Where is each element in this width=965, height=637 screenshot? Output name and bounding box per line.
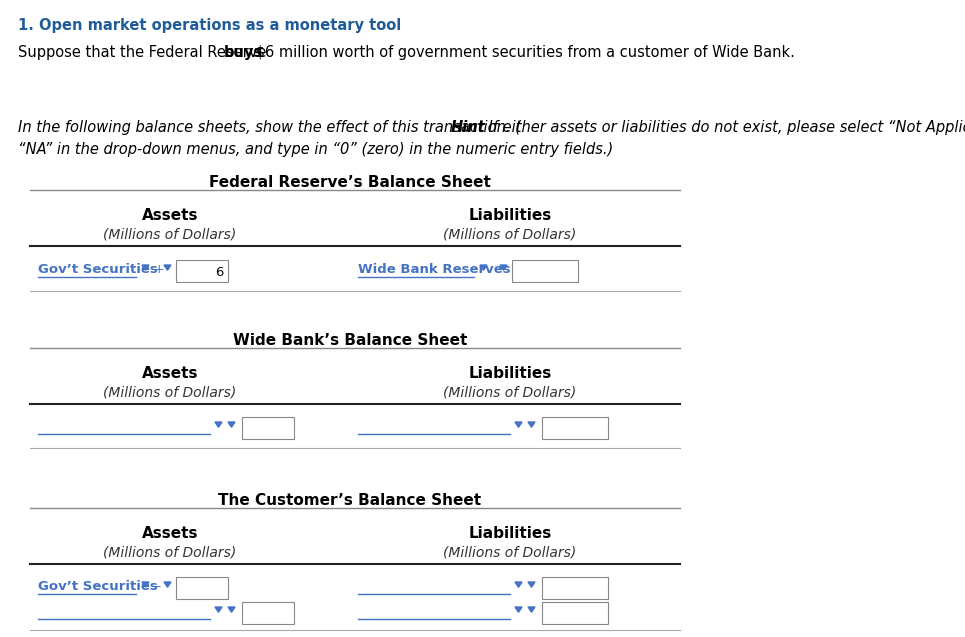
Text: Liabilities: Liabilities <box>468 208 552 223</box>
Bar <box>512 260 578 282</box>
Bar <box>542 602 608 624</box>
Text: $6 million worth of government securities from a customer of Wide Bank.: $6 million worth of government securitie… <box>251 45 795 60</box>
Polygon shape <box>164 265 171 270</box>
Text: Gov’t Securities: Gov’t Securities <box>38 263 157 276</box>
Text: (Millions of Dollars): (Millions of Dollars) <box>103 546 236 560</box>
Text: Gov’t Securities: Gov’t Securities <box>38 580 157 593</box>
Text: (Millions of Dollars): (Millions of Dollars) <box>443 386 577 400</box>
Polygon shape <box>515 582 522 587</box>
Text: Hint: Hint <box>451 120 485 135</box>
Polygon shape <box>215 607 222 612</box>
Bar <box>542 577 608 599</box>
Polygon shape <box>528 422 535 427</box>
Text: Assets: Assets <box>142 208 198 223</box>
Text: Liabilities: Liabilities <box>468 366 552 381</box>
Text: Suppose that the Federal Reserve: Suppose that the Federal Reserve <box>18 45 271 60</box>
Bar <box>542 417 608 439</box>
Text: buys: buys <box>223 45 262 60</box>
Text: Wide Bank’s Balance Sheet: Wide Bank’s Balance Sheet <box>233 333 467 348</box>
Text: Federal Reserve’s Balance Sheet: Federal Reserve’s Balance Sheet <box>209 175 491 190</box>
Text: Wide Bank Reserves: Wide Bank Reserves <box>358 263 510 276</box>
Text: In the following balance sheets, show the effect of this transaction. (: In the following balance sheets, show th… <box>18 120 521 135</box>
Text: “NA” in the drop-down menus, and type in “0” (zero) in the numeric entry fields.: “NA” in the drop-down menus, and type in… <box>18 142 613 157</box>
Polygon shape <box>142 582 149 587</box>
Polygon shape <box>228 607 235 612</box>
Text: Assets: Assets <box>142 526 198 541</box>
Text: Liabilities: Liabilities <box>468 526 552 541</box>
Polygon shape <box>215 422 222 427</box>
Text: (Millions of Dollars): (Millions of Dollars) <box>443 546 577 560</box>
Text: (Millions of Dollars): (Millions of Dollars) <box>103 386 236 400</box>
Bar <box>242 417 294 439</box>
Text: The Customer’s Balance Sheet: The Customer’s Balance Sheet <box>218 493 482 508</box>
Text: (Millions of Dollars): (Millions of Dollars) <box>443 228 577 242</box>
Text: 1. Open market operations as a monetary tool: 1. Open market operations as a monetary … <box>18 18 401 33</box>
Text: 6: 6 <box>214 266 223 280</box>
Bar <box>176 260 228 282</box>
Bar <box>242 602 294 624</box>
Text: Assets: Assets <box>142 366 198 381</box>
Polygon shape <box>164 582 171 587</box>
Text: +: + <box>154 263 165 276</box>
Polygon shape <box>515 607 522 612</box>
Polygon shape <box>480 265 487 270</box>
Text: : If either assets or liabilities do not exist, please select “Not Applicable” a: : If either assets or liabilities do not… <box>479 120 965 135</box>
Text: (Millions of Dollars): (Millions of Dollars) <box>103 228 236 242</box>
Polygon shape <box>142 265 149 270</box>
Text: –: – <box>154 580 160 593</box>
Polygon shape <box>515 422 522 427</box>
Polygon shape <box>228 422 235 427</box>
Bar <box>176 577 228 599</box>
Polygon shape <box>500 265 507 270</box>
Polygon shape <box>528 607 535 612</box>
Polygon shape <box>528 582 535 587</box>
